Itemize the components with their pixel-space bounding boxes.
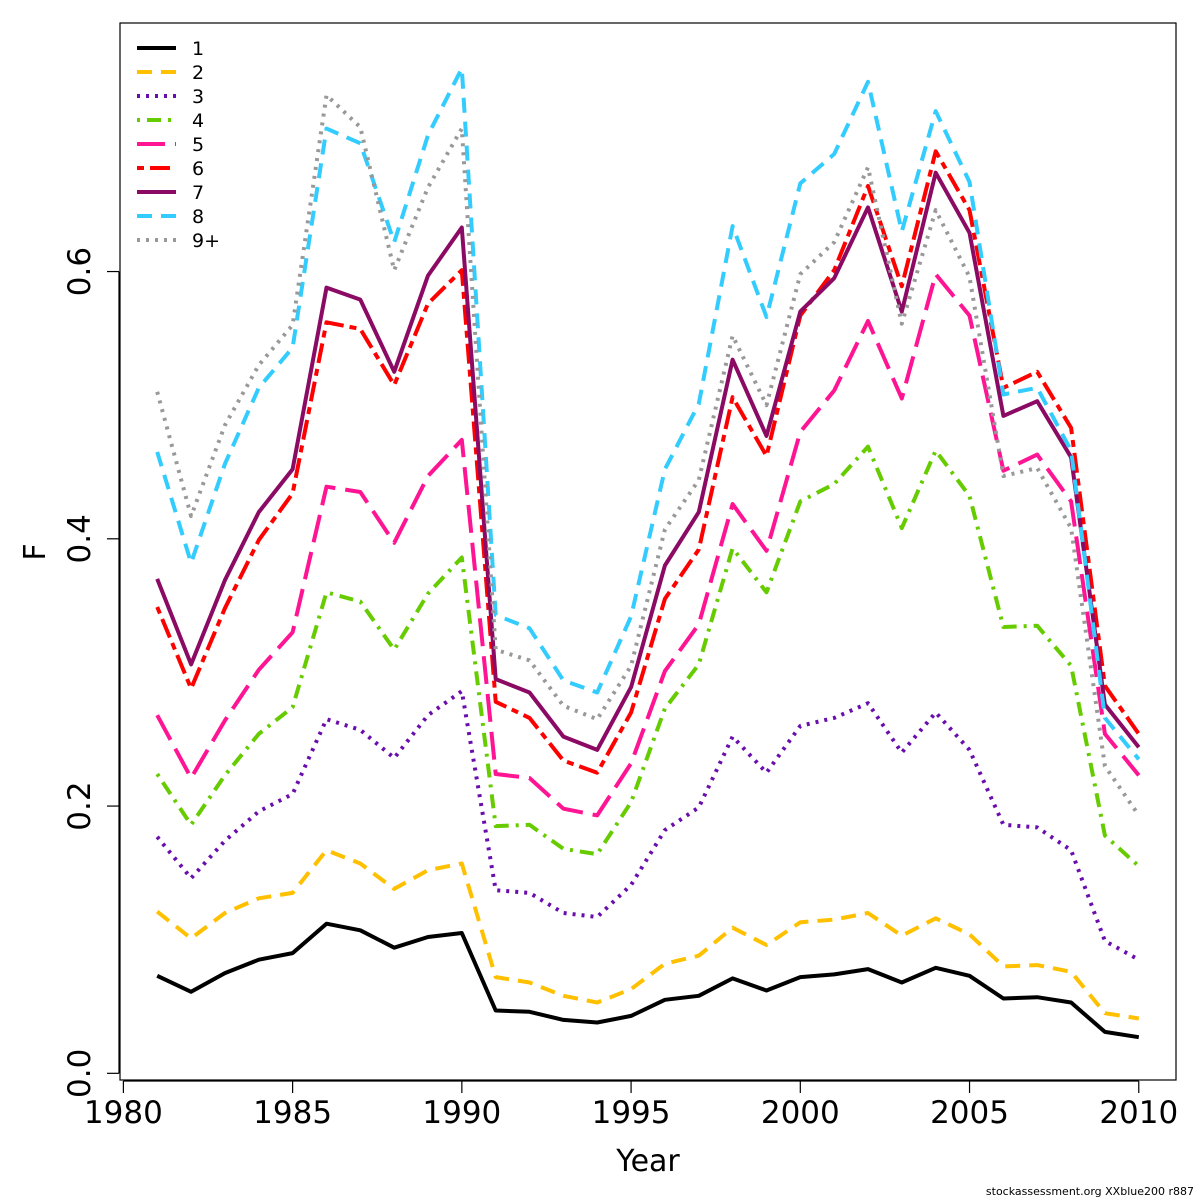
- legend-label: 5: [192, 134, 204, 156]
- legend-label: 9+: [192, 230, 220, 252]
- legend-item-3: 3: [137, 86, 204, 108]
- series-line-1: [156, 921, 1140, 1040]
- series-line-9: [155, 93, 1141, 817]
- y-tick-label: 0.2: [62, 781, 98, 830]
- legend-label: 3: [192, 86, 204, 108]
- series-line-8: [155, 66, 1141, 761]
- credit-text: stockassessment.org XXblue200 r887: [986, 1185, 1194, 1198]
- x-tick-label: 1985: [253, 1095, 332, 1131]
- x-tick-label: 1995: [592, 1095, 671, 1131]
- y-axis-title: F: [18, 543, 53, 560]
- x-tick-label: 2000: [761, 1095, 840, 1131]
- legend-label: 7: [192, 182, 204, 204]
- legend-item-4: 4: [137, 110, 204, 132]
- x-tick-label: 2005: [930, 1095, 1009, 1131]
- plot-frame: [119, 22, 1177, 1081]
- series-layer: [155, 66, 1141, 1040]
- y-tick-label: 0.6: [62, 247, 98, 296]
- legend-item-5: 5: [137, 134, 204, 156]
- legend-label: 6: [192, 158, 204, 180]
- y-tick-label: 0.4: [62, 514, 98, 563]
- series-line-6: [155, 149, 1141, 775]
- legend-item-7: 7: [137, 182, 204, 204]
- legend-label: 2: [192, 62, 204, 84]
- legend-label: 1: [192, 38, 204, 60]
- series-line-7: [155, 170, 1141, 752]
- x-tick-label: 2010: [1099, 1095, 1178, 1131]
- y-axis: 0.0 0.2 0.4 0.6: [62, 247, 120, 1098]
- series-line-4: [155, 444, 1141, 868]
- x-tick-label: 1990: [422, 1095, 501, 1131]
- legend-item-2: 2: [137, 62, 204, 84]
- legend-label: 8: [192, 206, 204, 228]
- x-axis: 1980 1985 1990 1995 2000 2005 2010: [84, 1080, 1178, 1131]
- legend-item-8: 8: [137, 206, 204, 228]
- series-line-2: [155, 848, 1140, 1021]
- legend-label: 4: [192, 110, 204, 132]
- legend-item-1: 1: [137, 38, 204, 60]
- legend-item-9: 9+: [137, 230, 220, 252]
- y-tick-label: 0.0: [62, 1049, 98, 1098]
- series-line-5: [155, 272, 1141, 818]
- x-tick-label: 1980: [84, 1095, 163, 1131]
- legend-item-6: 6: [137, 158, 204, 180]
- x-axis-title: Year: [615, 1144, 680, 1179]
